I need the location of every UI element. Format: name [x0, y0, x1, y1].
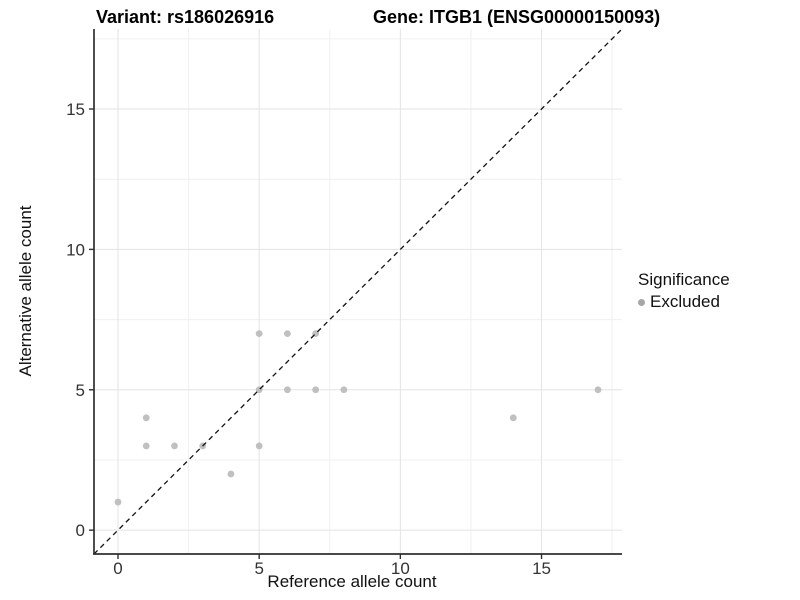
y-tick-label: 5	[76, 381, 85, 400]
data-point	[255, 442, 263, 450]
data-point	[594, 386, 602, 394]
data-point	[171, 442, 178, 450]
data-point	[284, 386, 291, 394]
data-point	[284, 330, 291, 338]
plot-title-gene: Gene: ITGB1 (ENSG00000150093)	[373, 7, 661, 27]
legend: Significance Excluded	[638, 270, 730, 312]
y-axis-title: Alternative allele count	[16, 205, 35, 377]
x-axis-title: Reference allele count	[267, 572, 437, 591]
data-point	[142, 414, 150, 422]
x-tick-label: 10	[391, 559, 410, 578]
y-tick-label: 10	[66, 240, 85, 259]
data-point	[227, 470, 235, 478]
data-point	[114, 498, 122, 506]
identity-line	[93, 28, 623, 555]
x-tick-label: 15	[532, 559, 551, 578]
data-point	[340, 386, 348, 394]
data-point	[312, 386, 320, 394]
x-tick-label: 5	[254, 559, 263, 578]
data-point	[255, 330, 263, 338]
y-tick-label: 15	[66, 100, 85, 119]
data-point	[142, 442, 150, 450]
data-point	[509, 414, 517, 422]
x-tick-label: 0	[113, 559, 122, 578]
legend-title: Significance	[638, 270, 730, 289]
legend-item-excluded: Excluded	[638, 292, 730, 312]
y-tick-label: 0	[76, 521, 85, 540]
legend-key-dot	[638, 298, 645, 306]
plot-title-variant: Variant: rs186026916	[96, 7, 275, 27]
legend-item-label: Excluded	[650, 292, 720, 311]
